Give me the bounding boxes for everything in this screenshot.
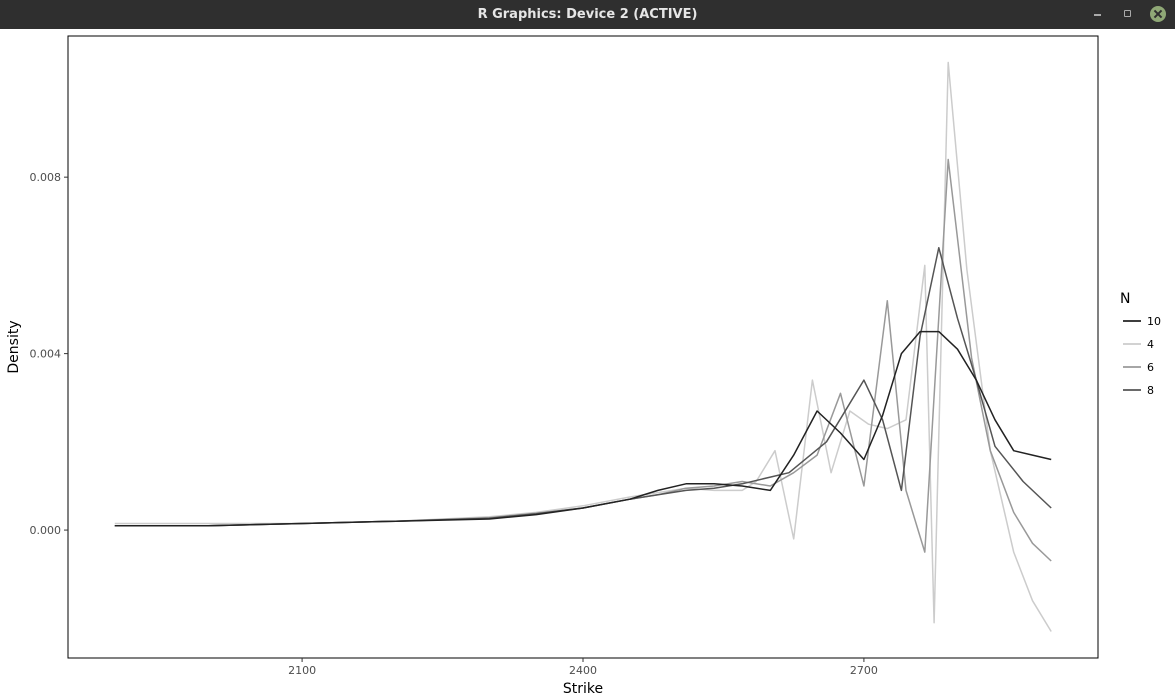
x-axis-title: Strike [563, 681, 603, 697]
series-line-8 [114, 246, 1052, 527]
legend-label-8: 8 [1147, 384, 1154, 397]
y-axis-title: Density [6, 320, 22, 373]
x-tick-label: 2100 [288, 664, 316, 677]
y-axis: 0.000 0.004 0.008 [30, 171, 68, 537]
x-tick-label: 2700 [850, 664, 878, 677]
x-axis: 2100 2400 2700 [288, 658, 878, 677]
window-titlebar[interactable]: R Graphics: Device 2 (ACTIVE) [0, 0, 1175, 29]
legend-label-6: 6 [1147, 361, 1154, 374]
y-tick-label: 0.000 [30, 524, 62, 537]
series-lines [114, 61, 1052, 632]
legend-title: N [1120, 291, 1130, 307]
legend-label-4: 4 [1147, 338, 1154, 351]
series-line-4 [114, 61, 1052, 632]
y-tick-label: 0.008 [30, 171, 62, 184]
density-chart: 2100 2400 2700 0.000 0.004 0.008 Strike Dens… [6, 35, 1161, 697]
window-title: R Graphics: Device 2 (ACTIVE) [477, 7, 698, 22]
plot-panel [67, 35, 1099, 659]
x-tick-label: 2400 [569, 664, 597, 677]
minimize-icon[interactable] [1090, 6, 1106, 22]
restore-icon[interactable] [1120, 6, 1136, 22]
legend: N 10 4 6 8 [1120, 291, 1161, 397]
series-line-10 [114, 330, 1052, 527]
y-tick-label: 0.004 [30, 348, 62, 361]
legend-label-10: 10 [1147, 315, 1161, 328]
close-icon[interactable] [1150, 6, 1166, 22]
